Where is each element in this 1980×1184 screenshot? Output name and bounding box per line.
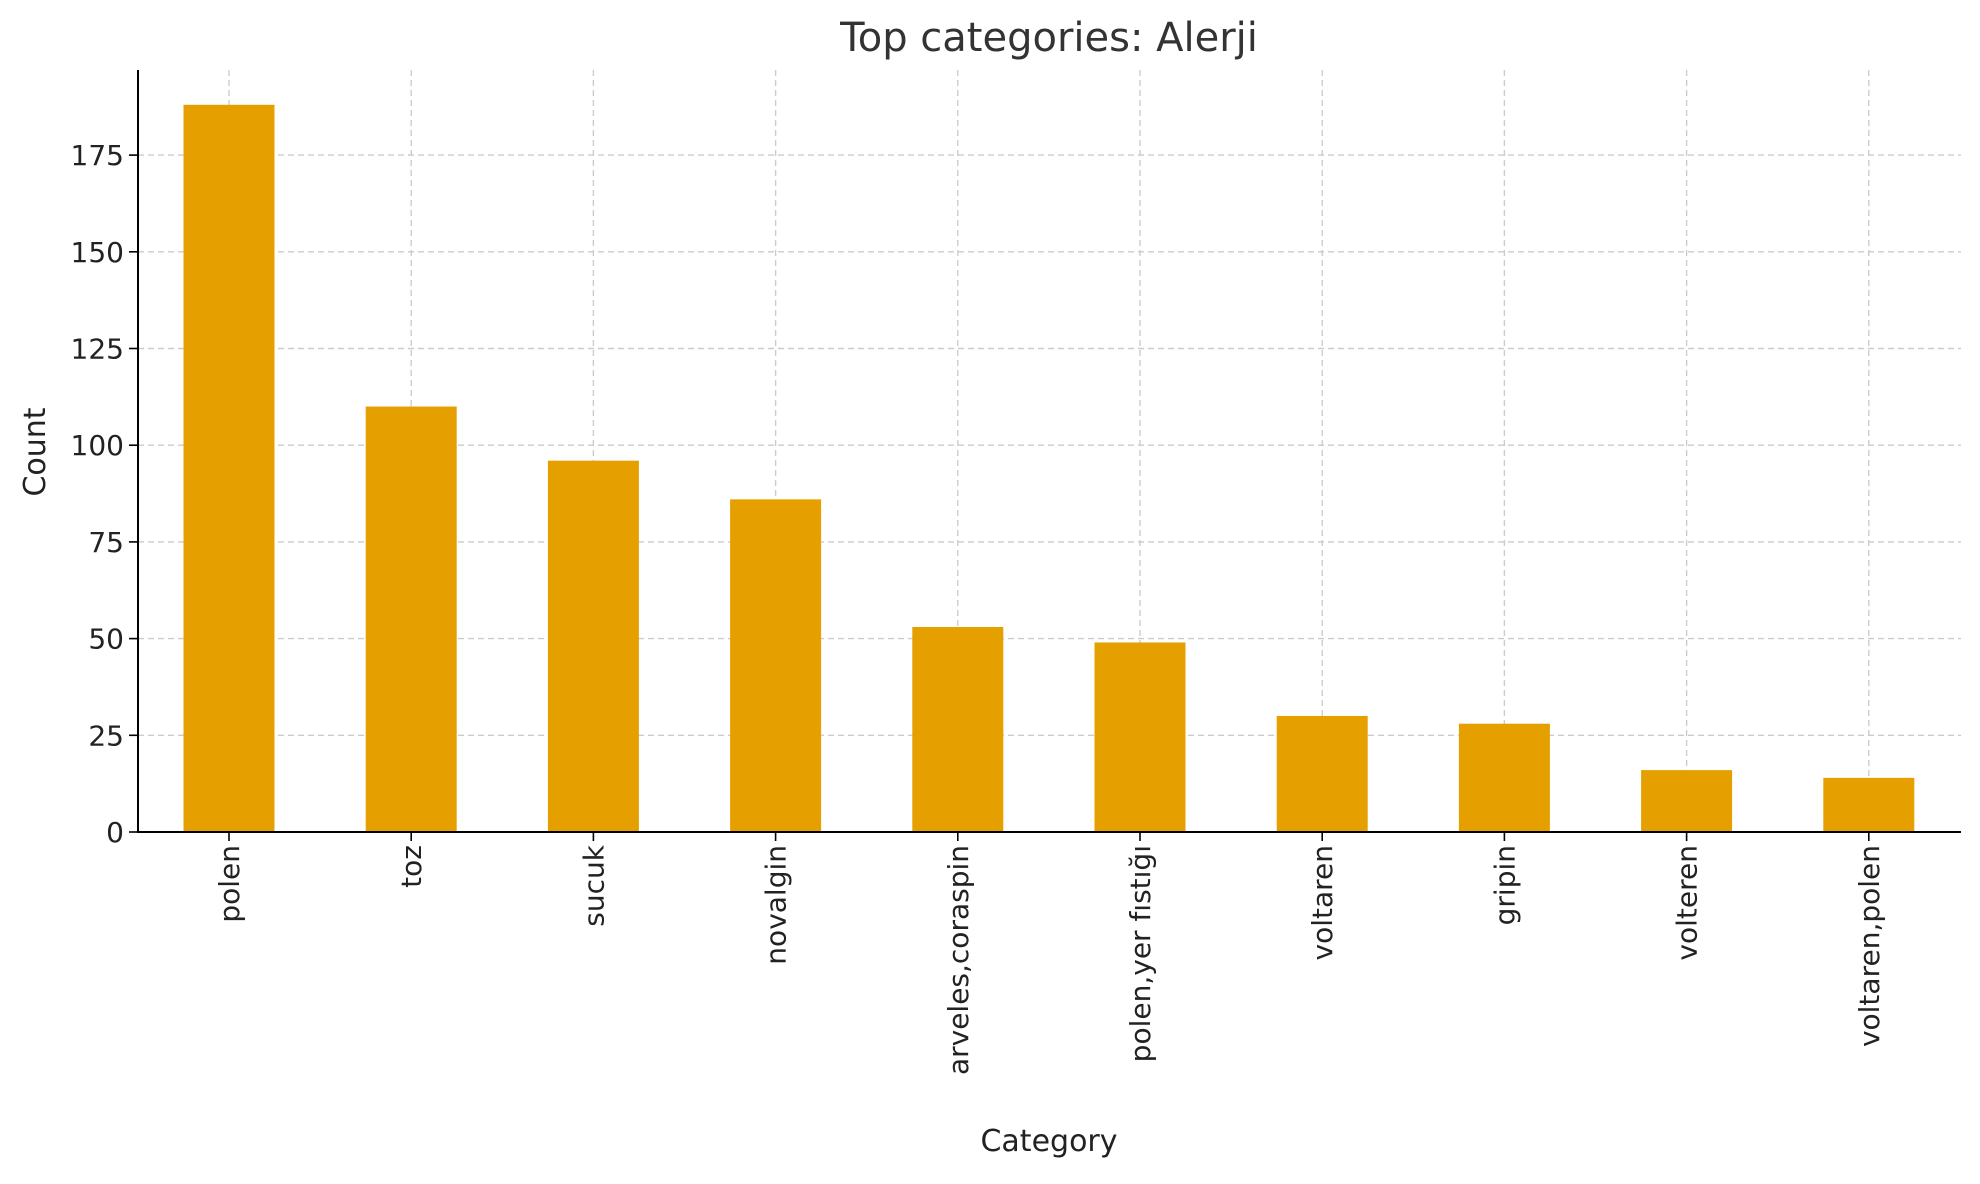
y-tick-label: 50 <box>88 623 124 656</box>
x-tick-label: novalgin <box>760 845 793 965</box>
axes-layer <box>137 70 1961 833</box>
x-ticks: polen toz sucuk novalgin arveles,coraspin pol… <box>213 832 1886 1075</box>
x-tick-label: voltaren,polen <box>1853 845 1886 1047</box>
x-tick-label: volteren <box>1671 845 1704 961</box>
y-ticks: 0 25 50 75 100 125 150 175 <box>71 139 138 849</box>
y-tick-label: 0 <box>106 816 124 849</box>
y-tick-label: 175 <box>71 139 124 172</box>
y-axis-label: Count <box>18 407 53 496</box>
y-tick-label: 100 <box>71 429 124 462</box>
bar <box>1458 723 1550 832</box>
y-tick-label: 125 <box>71 332 124 365</box>
bar <box>1823 777 1915 832</box>
bar <box>912 626 1004 832</box>
y-tick-label: 75 <box>88 526 124 559</box>
x-tick-label: voltaren <box>1306 845 1339 961</box>
bars-layer <box>183 104 1915 832</box>
x-tick-label: toz <box>395 845 428 888</box>
bar <box>1641 770 1733 832</box>
y-tick-label: 25 <box>88 719 124 752</box>
bar <box>547 460 639 832</box>
y-tick-label: 150 <box>71 236 124 269</box>
x-tick-label: polen <box>213 845 246 923</box>
x-tick-label: gripin <box>1488 845 1521 925</box>
x-tick-label: polen,yer fıstığı <box>1124 845 1157 1062</box>
bar <box>365 406 457 832</box>
x-axis-label: Category <box>980 1124 1117 1159</box>
chart-title: Top categories: Alerji <box>839 15 1258 61</box>
bar <box>730 499 822 832</box>
x-tick-label: sucuk <box>577 844 610 926</box>
x-tick-label: arveles,coraspin <box>942 845 975 1075</box>
bar <box>1094 642 1186 832</box>
bar <box>1276 715 1368 832</box>
bar <box>183 104 275 832</box>
